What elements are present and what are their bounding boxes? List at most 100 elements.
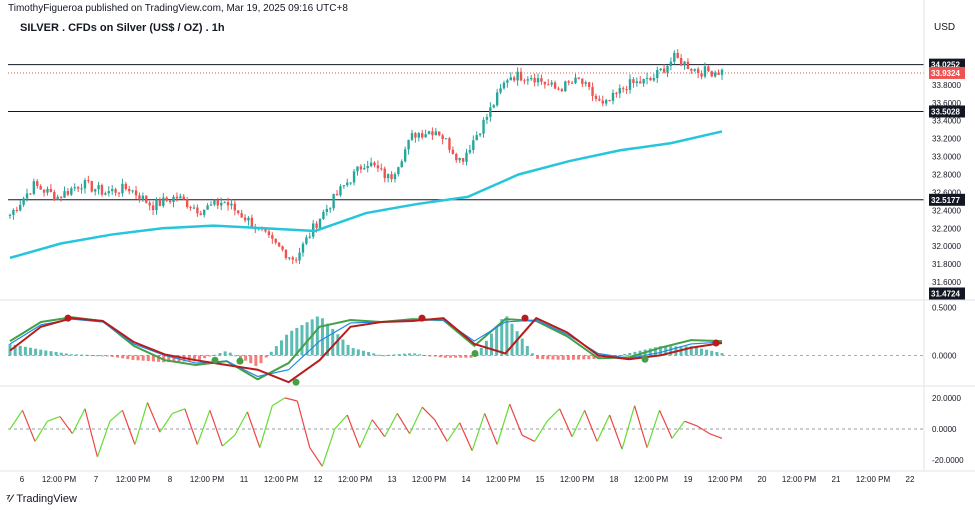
x-tick-label: 12:00 PM (708, 475, 743, 484)
histogram-bar (546, 355, 550, 360)
osc2-segment (521, 434, 535, 442)
candle-body (604, 100, 608, 104)
candle-body (700, 73, 703, 77)
histogram-bar (689, 346, 693, 356)
current-price-label: 33.9324 (931, 69, 960, 78)
osc2-segment (71, 408, 86, 434)
candle-body (570, 82, 574, 84)
price-pane[interactable] (8, 49, 924, 265)
histogram-bar (392, 354, 396, 356)
candle-body (666, 65, 669, 73)
histogram-bar (418, 354, 422, 356)
histogram-bar (213, 354, 217, 356)
candle-body (478, 133, 482, 136)
histogram-bar (443, 355, 447, 358)
histogram-bar (469, 355, 473, 358)
y-tick-label: 32.8000 (932, 170, 961, 179)
candle-body (591, 87, 594, 96)
candle-body (346, 182, 349, 186)
osc2-segment (534, 420, 548, 442)
candle-body (468, 149, 472, 153)
candle-body (148, 202, 151, 206)
candle-body (703, 66, 707, 77)
candle-body (59, 196, 63, 198)
candle-body (117, 192, 121, 194)
candle-body (226, 202, 230, 206)
oscillator-pane-1[interactable] (8, 314, 924, 386)
histogram-bar (279, 340, 283, 356)
histogram-bar (659, 346, 663, 356)
histogram-bar (566, 355, 570, 360)
x-tick-label: 12:00 PM (486, 475, 521, 484)
histogram-bar (105, 355, 109, 357)
histogram-bar (310, 319, 314, 356)
crossover-marker (712, 339, 720, 347)
histogram-bar (116, 355, 120, 358)
candle-body (564, 81, 567, 92)
histogram-bar (397, 354, 401, 356)
histogram-bar (136, 355, 140, 361)
histogram-bar (121, 355, 125, 359)
candle-body (431, 131, 434, 136)
osc2-segment (159, 413, 173, 433)
candle-body (683, 61, 686, 66)
histogram-bar (438, 355, 442, 358)
candle-body (202, 209, 206, 215)
osc2-segment (696, 425, 710, 435)
candle-body (53, 191, 56, 200)
candle-body (577, 77, 581, 79)
osc2-segment (409, 406, 423, 434)
osc2-segment (484, 413, 498, 445)
candle-body (669, 61, 673, 66)
candle-body (162, 197, 165, 206)
histogram-bar (49, 351, 53, 356)
x-tick-label: 6 (20, 475, 25, 484)
histogram-bar (346, 344, 350, 356)
histogram-bar (408, 353, 412, 356)
histogram-bar (367, 352, 371, 356)
osc2-segment (546, 408, 561, 422)
candle-body (659, 68, 662, 71)
histogram-bar (269, 351, 273, 356)
candle-body (182, 196, 185, 200)
candle-body (536, 78, 540, 83)
candle-body (717, 72, 720, 75)
x-tick-label: 12:00 PM (560, 475, 595, 484)
candle-body (458, 158, 461, 161)
osc2-segment (658, 410, 673, 439)
osc2-segment (9, 409, 23, 430)
x-tick-label: 12 (314, 475, 323, 484)
osc2-segment (134, 402, 148, 445)
histogram-bar (39, 349, 43, 356)
histogram-bar (495, 326, 499, 356)
candle-body (329, 208, 332, 210)
histogram-bar (710, 350, 714, 356)
histogram-bar (633, 351, 637, 356)
histogram-bar (653, 347, 657, 356)
x-tick-label: 14 (462, 475, 471, 484)
moving-average-line (9, 130, 723, 260)
histogram-bar (669, 346, 673, 356)
x-tick-label: 12:00 PM (264, 475, 299, 484)
candle-body (601, 100, 604, 104)
osc2-segment (209, 410, 223, 447)
candle-body (475, 135, 478, 141)
oscillator-pane-2[interactable] (8, 397, 924, 467)
histogram-bar (694, 347, 698, 356)
candle-body (206, 205, 209, 210)
candle-body (710, 71, 713, 77)
candle-body (679, 58, 683, 66)
candle-body (693, 69, 696, 71)
osc2-y-tick: -20.0000 (932, 456, 964, 465)
candle-body (151, 205, 155, 211)
osc2-segment (259, 405, 273, 448)
osc2-y-tick: 20.0000 (932, 394, 961, 403)
candle-body (519, 71, 523, 81)
y-tick-label: 32.2000 (932, 224, 961, 233)
candle-body (530, 77, 533, 80)
candle-body (533, 77, 536, 83)
candle-body (301, 243, 305, 253)
footer[interactable]: ⁷⁄ TradingView (6, 493, 77, 505)
histogram-bar (151, 355, 155, 362)
